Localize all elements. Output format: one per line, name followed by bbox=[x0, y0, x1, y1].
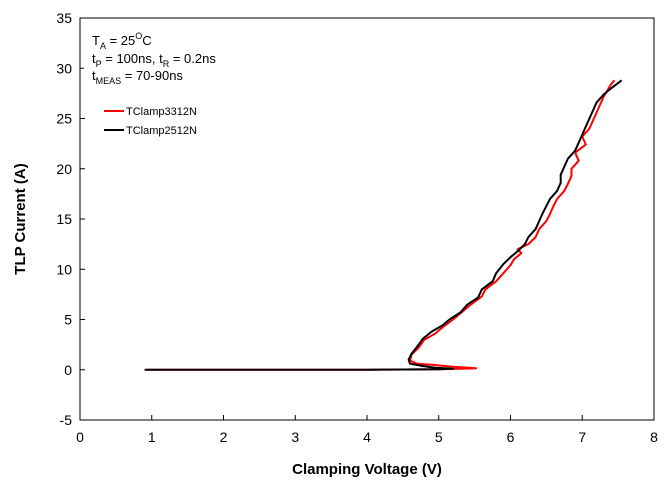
x-tick-label: 3 bbox=[291, 429, 299, 445]
x-tick-label: 1 bbox=[148, 429, 156, 445]
series-layer bbox=[144, 79, 623, 371]
annotation-line-3: tMEAS = 70-90ns bbox=[92, 68, 183, 86]
annotation-background bbox=[84, 28, 254, 90]
x-tick-label: 6 bbox=[507, 429, 515, 445]
x-axis-label: Clamping Voltage (V) bbox=[292, 461, 442, 478]
x-tick-label: 5 bbox=[435, 429, 443, 445]
x-tick-label: 2 bbox=[220, 429, 228, 445]
x-tick-label: 7 bbox=[578, 429, 586, 445]
annotation-line-1: TA = 25OC bbox=[92, 31, 152, 51]
y-tick-label: 10 bbox=[56, 261, 72, 277]
x-tick-label: 4 bbox=[363, 429, 371, 445]
y-tick-label: 35 bbox=[56, 10, 72, 26]
series-line-tclamp2512n bbox=[144, 79, 623, 371]
legend-label-tclamp2512n: TClamp2512N bbox=[126, 125, 197, 137]
y-tick-label: 20 bbox=[56, 161, 72, 177]
y-tick-label: 15 bbox=[56, 211, 72, 227]
y-tick-label: 25 bbox=[56, 111, 72, 127]
y-tick-label: -5 bbox=[60, 412, 73, 428]
y-axis-label: TLP Current (A) bbox=[12, 163, 29, 274]
conditions-annotation: TA = 25OC tP = 100ns, tR = 0.2ns tMEAS =… bbox=[84, 28, 254, 90]
y-tick-label: 0 bbox=[64, 362, 72, 378]
y-tick-label: 30 bbox=[56, 60, 72, 76]
legend-label-tclamp3312n: TClamp3312N bbox=[126, 106, 197, 118]
y-tick-label: 5 bbox=[64, 312, 72, 328]
x-tick-label: 8 bbox=[650, 429, 658, 445]
legend: TClamp3312N TClamp2512N bbox=[104, 106, 197, 137]
x-tick-label: 0 bbox=[76, 429, 84, 445]
series-line-tclamp3312n bbox=[148, 79, 616, 371]
annotation-line-2: tP = 100ns, tR = 0.2ns bbox=[92, 51, 216, 69]
